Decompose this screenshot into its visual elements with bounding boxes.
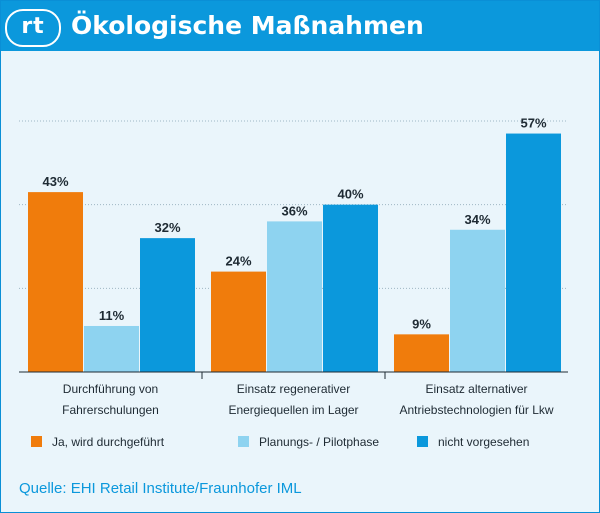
bar xyxy=(323,204,378,372)
data-label: 9% xyxy=(412,316,431,331)
legend-item-ja: Ja, wird durchgeführt xyxy=(31,435,164,449)
legend-swatch-planung xyxy=(238,436,249,447)
data-label: 32% xyxy=(154,220,180,235)
data-label: 24% xyxy=(225,254,251,269)
legend-swatch-nicht xyxy=(417,436,428,447)
category-label: Einsatz regenerativer xyxy=(237,382,350,396)
data-label: 34% xyxy=(464,212,490,227)
category-label: Einsatz alternativer xyxy=(425,382,527,396)
legend-swatch-ja xyxy=(31,436,42,447)
bar xyxy=(394,334,449,372)
category-label: Energiequellen im Lager xyxy=(228,403,358,417)
legend-label-nicht: nicht vorgesehen xyxy=(438,435,530,449)
bar xyxy=(140,238,195,372)
legend-label-ja: Ja, wird durchgeführt xyxy=(52,435,165,449)
data-label: 11% xyxy=(99,308,125,323)
bar xyxy=(450,229,505,372)
data-label: 40% xyxy=(337,187,363,202)
source-note: Quelle: EHI Retail Institute/Fraunhofer … xyxy=(19,480,302,497)
header-bar: rt Ökologische Maßnahmen xyxy=(1,1,599,51)
bar-chart: 43% 11% 32% Durchführung von Fahrerschulunge… xyxy=(19,116,568,417)
bar xyxy=(506,133,561,372)
data-label: 57% xyxy=(520,116,546,131)
category-label: Durchführung von xyxy=(63,382,158,396)
legend-item-nicht: nicht vorgesehen xyxy=(417,435,529,449)
rt-logo: rt xyxy=(5,9,61,47)
data-label: 43% xyxy=(42,174,68,189)
legend-label-planung: Planungs- / Pilotphase xyxy=(259,435,380,449)
bar xyxy=(28,192,83,372)
legend-item-planung: Planungs- / Pilotphase xyxy=(238,435,379,449)
category-label: Fahrerschulungen xyxy=(62,403,159,417)
data-label: 36% xyxy=(281,203,307,218)
page-title: Ökologische Maßnahmen xyxy=(71,11,424,40)
bar xyxy=(211,271,266,372)
bar xyxy=(84,325,139,372)
category-label: Antriebstechnologien für Lkw xyxy=(399,403,553,417)
bar xyxy=(267,221,322,372)
